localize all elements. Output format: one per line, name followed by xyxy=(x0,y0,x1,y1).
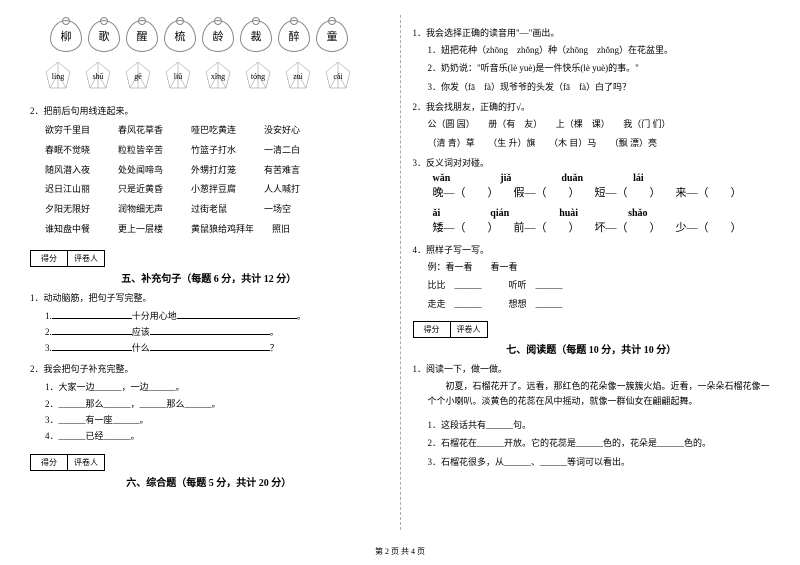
flower-row: 柳 歌 醒 梳 龄 裁 醉 童 xyxy=(50,20,388,52)
s5-q1: 1．动动脑筋，把句子写完整。 xyxy=(30,291,388,304)
rq2-line: （清 青）草 （生 升）旗 （木 目）马 （飘 漂）亮 xyxy=(428,136,771,150)
leaf-pinyin: zuì xyxy=(280,60,316,92)
section6-title: 六、综合题（每题 5 分，共计 20 分） xyxy=(30,474,388,489)
grader-label: 评卷人 xyxy=(68,455,104,470)
rq1-item: 2．奶奶说："听音乐(lè yuè)是一件快乐(lè yuè)的事。" xyxy=(428,61,771,75)
leaf-pinyin: liǔ xyxy=(160,60,196,92)
flower-char: 龄 xyxy=(202,20,234,52)
flower-char: 裁 xyxy=(240,20,272,52)
flower-char: 童 xyxy=(316,20,348,52)
section5-title: 五、补充句子（每题 6 分，共计 12 分） xyxy=(30,270,388,285)
score-box: 得分 评卷人 xyxy=(413,321,488,338)
rq4-line: 比比 ______ 听听 ______ xyxy=(428,278,771,292)
pinyin-row: ǎiqiánhuàishǎo xyxy=(433,208,771,219)
reading-passage: 初夏，石榴花开了。远看，那红色的花朵像一簇簇火焰。近看，一朵朵石榴花像一个个小喇… xyxy=(428,379,771,410)
s5-q2: 2．我会把句子补充完整。 xyxy=(30,362,388,375)
score-label: 得分 xyxy=(31,251,68,266)
fill-line: 1.十分用心地。 xyxy=(45,308,388,324)
rq1-item: 3．你发（fā fà）现爷爷的头发（fā fà）白了吗？ xyxy=(428,80,771,94)
leaf-pinyin: xǐng xyxy=(200,60,236,92)
fill-line: 3．______有一座______。 xyxy=(45,412,388,428)
rq1-item: 1．妞把花种（zhōng zhǒng）种（zhōng zhǒng）在花盆里。 xyxy=(428,43,771,57)
score-label: 得分 xyxy=(414,322,451,337)
flower-char: 歌 xyxy=(88,20,120,52)
rq2-line: 公（圆 园） 册（有 友） 上（棵 课） 我（门 们） xyxy=(428,117,771,131)
leaf-pinyin: líng xyxy=(40,60,76,92)
score-box: 得分 评卷人 xyxy=(30,250,105,267)
rq2-title: 2．我会找朋友，正确的打√。 xyxy=(413,100,771,113)
grader-label: 评卷人 xyxy=(451,322,487,337)
leaf-pinyin: gē xyxy=(120,60,156,92)
leaf-pinyin: cái xyxy=(320,60,356,92)
pinyin-row: wǎnjiǎduǎnlái xyxy=(433,173,771,184)
rq4-title: 4．照样子写一写。 xyxy=(413,243,771,256)
flower-char: 醉 xyxy=(278,20,310,52)
flower-char: 柳 xyxy=(50,20,82,52)
q2-title: 2．把前后句用线连起来。 xyxy=(30,104,388,117)
s7-question: 1．这段话共有______句。 xyxy=(428,418,771,432)
char-row: 矮—（ ）前—（ ）坏—（ ）少—（ ） xyxy=(433,219,771,235)
fill-line: 3.什么？ xyxy=(45,340,388,356)
score-box: 得分 评卷人 xyxy=(30,454,105,471)
fill-line: 2．______那么______，______那么______。 xyxy=(45,396,388,412)
page-footer: 第 2 页 共 4 页 xyxy=(0,546,800,557)
match-grid: 欲穷千里目春风花草香哑巴吃黄连没安好心 春眠不觉晓粒粒皆辛苦竹篮子打水一清二白 … xyxy=(45,121,388,240)
leaf-row: líng shū gē liǔ xǐng tóng zuì cái xyxy=(40,60,388,92)
fill-line: 2.应该。 xyxy=(45,324,388,340)
flower-char: 醒 xyxy=(126,20,158,52)
fill-line: 1．大家一边______，一边______。 xyxy=(45,379,388,395)
grader-label: 评卷人 xyxy=(68,251,104,266)
score-label: 得分 xyxy=(31,455,68,470)
section7-title: 七、阅读题（每题 10 分，共计 10 分） xyxy=(413,341,771,356)
s7-q: 1．阅读一下，做一做。 xyxy=(413,362,771,375)
rq4-example: 例：看一看 看一看 xyxy=(428,260,771,274)
rq3-title: 3．反义词对对碰。 xyxy=(413,156,771,169)
char-row: 晚—（ ）假—（ ）短—（ ）来—（ ） xyxy=(433,184,771,200)
rq1-title: 1．我会选择正确的读音用"—"画出。 xyxy=(413,26,771,39)
s7-question: 2．石榴花在______开放。它的花蕊是______色的，花朵是______色的… xyxy=(428,436,771,450)
flower-char: 梳 xyxy=(164,20,196,52)
fill-line: 4．______已经______。 xyxy=(45,428,388,444)
s7-question: 3．石榴花很多，从______、______等词可以看出。 xyxy=(428,455,771,469)
leaf-pinyin: shū xyxy=(80,60,116,92)
rq4-line: 走走 ______ 想想 ______ xyxy=(428,297,771,311)
leaf-pinyin: tóng xyxy=(240,60,276,92)
